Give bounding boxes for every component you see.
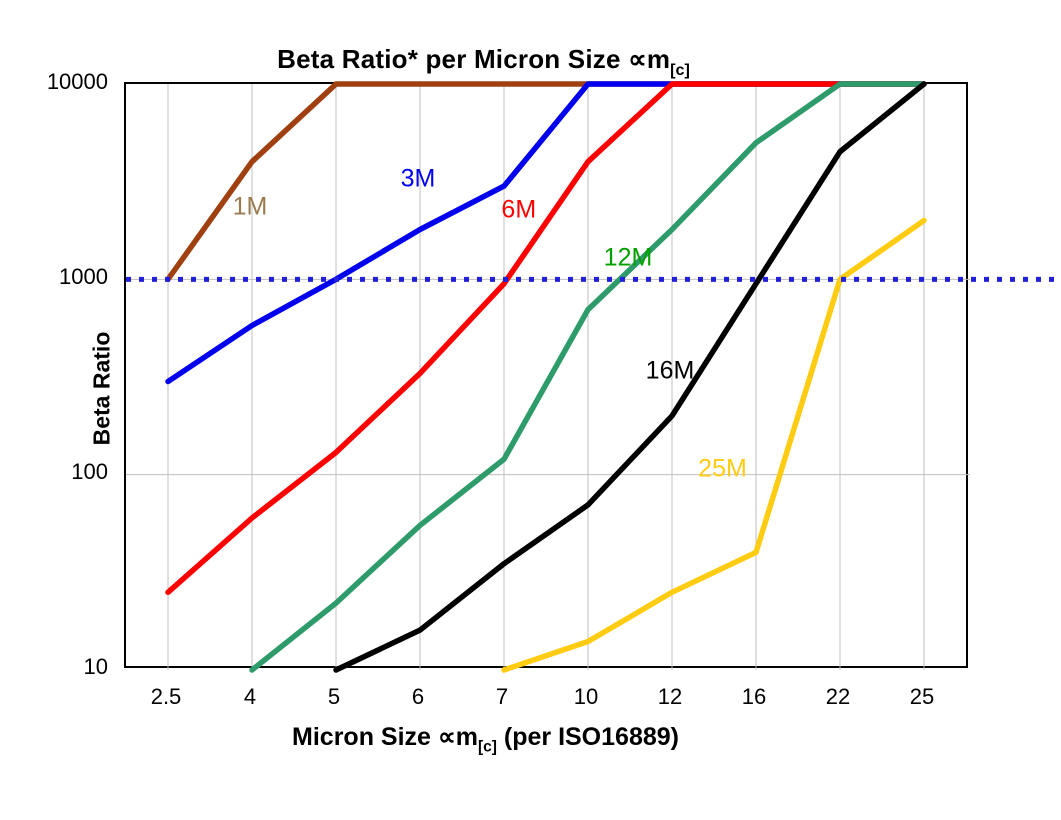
gridlines: [126, 84, 970, 670]
curve-25M: [501, 217, 927, 673]
curve-12M: [249, 81, 927, 673]
curve-1M: [165, 81, 927, 283]
curve-label-12M: 12M: [603, 243, 653, 272]
y-tick-100: 100: [71, 459, 108, 484]
y-tick-1000: 1000: [59, 264, 108, 289]
x-axis-title-subscript: [c]: [477, 738, 497, 756]
y-tick-10: 10: [83, 654, 108, 679]
curve-label-6M: 6M: [501, 195, 537, 224]
x-tick-12: 12: [657, 684, 683, 709]
x-axis-title: Micron Size ∝m[c] (per ISO16889): [0, 722, 1061, 757]
x-tick-4: 4: [243, 684, 257, 709]
x-tick-2.5: 2.5: [150, 684, 182, 709]
curve-label-16M: 16M: [645, 356, 695, 385]
x-tick-5: 5: [327, 684, 341, 709]
x-tick-6: 6: [411, 684, 425, 709]
curve-6M: [165, 81, 927, 596]
x-axis-title-tail: (per ISO16889): [503, 723, 679, 751]
chart-title-symbol: ∝m: [628, 44, 671, 74]
curve-3M: [165, 81, 927, 385]
curve-label-25M: 25M: [698, 454, 747, 483]
chart-title: Beta Ratio* per Micron Size ∝m[c]: [0, 44, 1061, 80]
x-tick-7: 7: [495, 684, 509, 709]
plot-area: [124, 81, 1061, 673]
x-axis-title-main: Micron Size: [292, 723, 431, 751]
x-tick-16: 16: [741, 684, 767, 709]
curve-16M: [333, 81, 927, 673]
x-tick-10: 10: [573, 684, 599, 709]
x-tick-22: 22: [825, 684, 851, 709]
curve-label-1M: 1M: [232, 192, 268, 221]
chart-title-main: Beta Ratio* per Micron Size: [277, 44, 621, 74]
data-curves: [165, 81, 927, 673]
x-axis-title-symbol: ∝m: [437, 723, 478, 751]
plot-svg: [126, 81, 1061, 673]
curve-label-3M: 3M: [400, 164, 436, 193]
y-tick-10000: 10000: [46, 69, 108, 94]
chart-title-subscript: [c]: [670, 60, 690, 79]
x-tick-25: 25: [909, 684, 935, 709]
